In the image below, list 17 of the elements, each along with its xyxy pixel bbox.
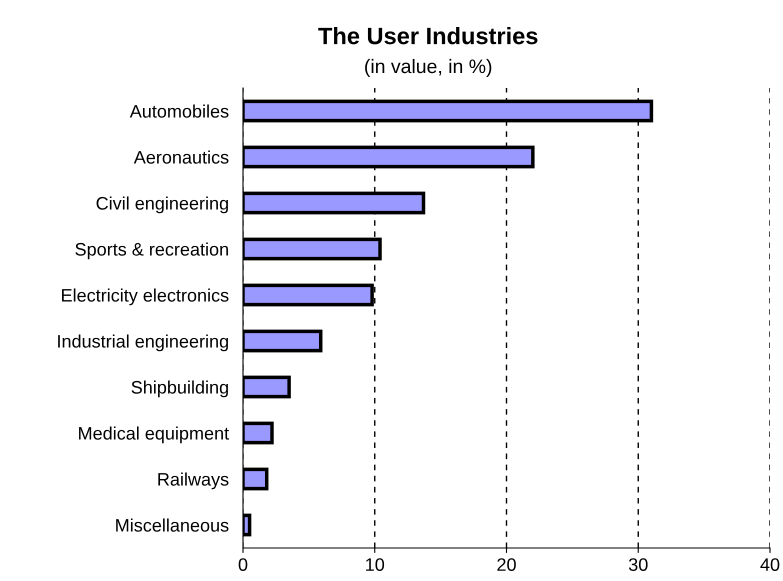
chart-title: The User Industries	[318, 26, 538, 44]
x-tick-label: 10	[366, 558, 384, 571]
x-tick-label: 30	[628, 558, 648, 571]
y-tick-label: Sports & recreation	[75, 242, 228, 260]
y-tick-label: Civil engineering	[96, 196, 228, 214]
chart-subtitle: (in value, in %)	[365, 58, 492, 78]
y-tick-label: Electricity electronics	[62, 288, 228, 306]
y-tick-label: Medical equipment	[79, 426, 229, 444]
y-tick-label: Railways	[158, 472, 228, 490]
x-tick-label: 20	[497, 558, 516, 571]
x-tick-label: 40	[760, 558, 780, 571]
y-tick-label: Shipbuilding	[132, 380, 228, 398]
y-tick-label: Aeronautics	[134, 150, 228, 164]
y-tick-label: Industrial engineering	[58, 334, 228, 352]
x-tick-label: 0	[238, 558, 248, 571]
y-tick-label: Miscellaneous	[116, 518, 228, 532]
y-tick-label: Automobiles	[130, 104, 228, 118]
